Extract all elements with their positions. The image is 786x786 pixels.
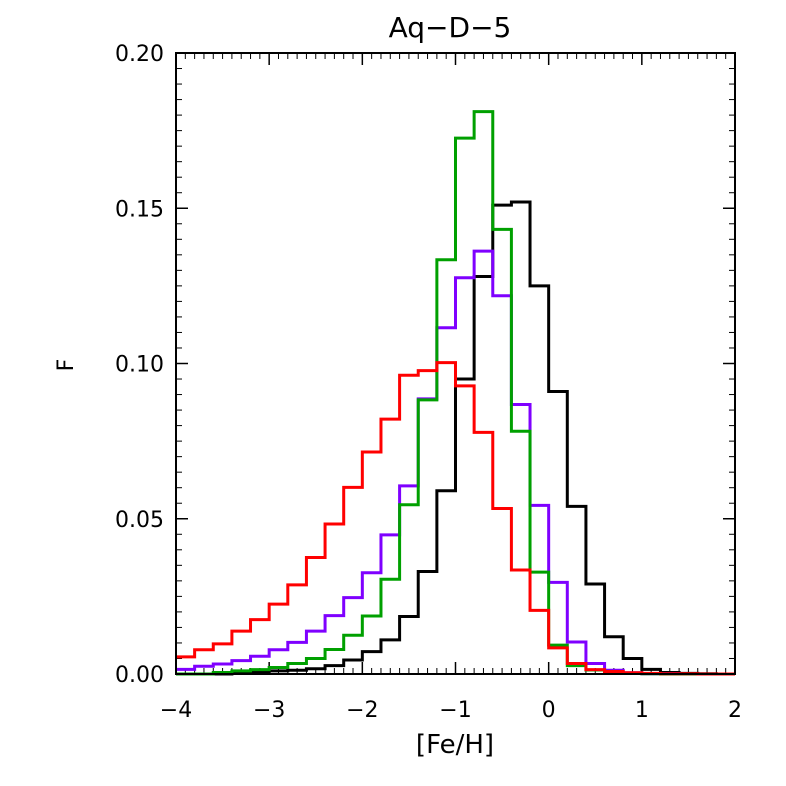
y-tick-label: 0.05 bbox=[115, 508, 164, 533]
x-tick-label: 0 bbox=[542, 698, 556, 723]
x-tick-label: 2 bbox=[728, 698, 742, 723]
x-tick-label: −3 bbox=[253, 698, 285, 723]
histogram-series-black bbox=[176, 200, 735, 676]
plot-frame bbox=[175, 52, 736, 675]
x-tick-label: −2 bbox=[346, 698, 378, 723]
y-tick-label: 0.10 bbox=[115, 353, 164, 378]
series-layer bbox=[176, 110, 735, 676]
y-tick-label: 0.15 bbox=[115, 197, 164, 222]
histogram-series-red bbox=[176, 361, 735, 676]
x-tick-label: −4 bbox=[160, 698, 192, 723]
x-axis-label: [Fe/H] bbox=[416, 730, 494, 760]
y-tick-label: 0.00 bbox=[115, 663, 164, 688]
axis-ticks: −4 −3 −2 −1 0 1 2 0.00 0.05 0.10 0.15 0.20 bbox=[115, 42, 742, 723]
y-axis-label: F bbox=[54, 359, 79, 372]
chart-title: Aq−D−5 bbox=[389, 11, 512, 44]
y-tick-label: 0.20 bbox=[115, 42, 164, 67]
x-tick-label: −1 bbox=[439, 698, 471, 723]
x-tick-label: 1 bbox=[635, 698, 649, 723]
